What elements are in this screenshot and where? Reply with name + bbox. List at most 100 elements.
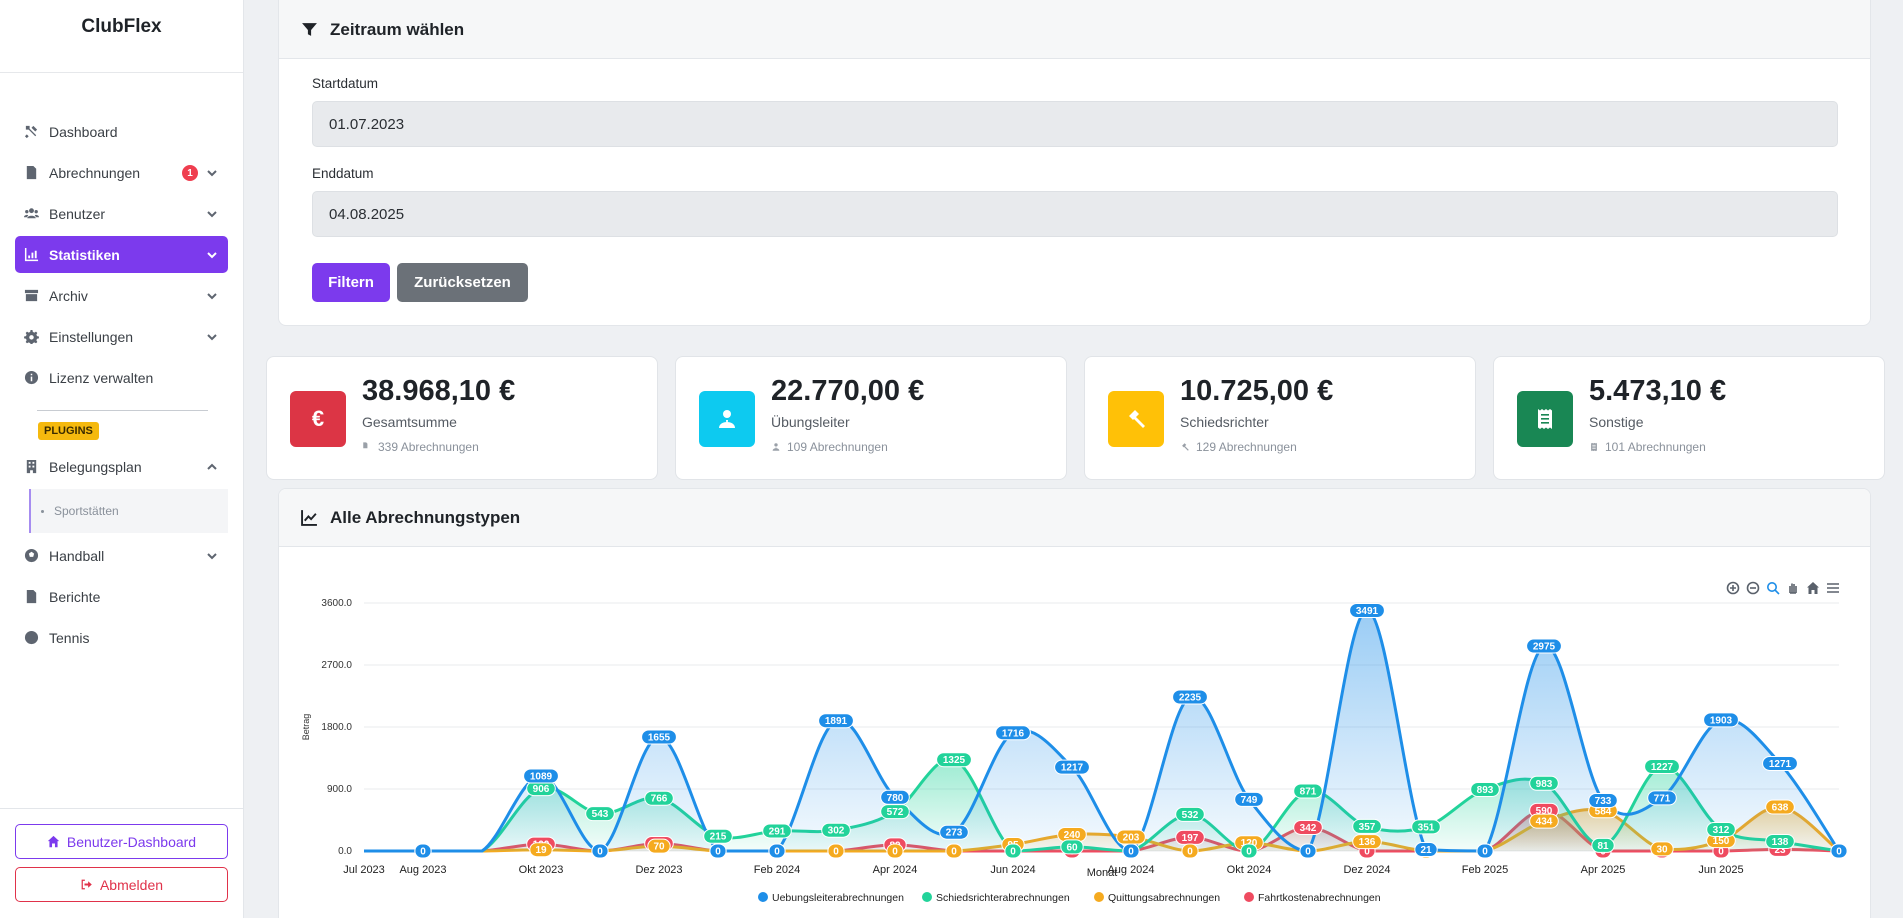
data-label-bg	[1181, 843, 1199, 859]
sidebar-item-dashboard[interactable]: Dashboard	[15, 113, 228, 150]
sidebar-item-label: Tennis	[49, 629, 90, 646]
data-label: 1716	[1002, 728, 1025, 739]
data-label: 0	[1305, 847, 1311, 858]
data-label-bg	[1588, 793, 1618, 809]
data-label: 302	[828, 826, 845, 837]
data-label: 197	[1182, 833, 1199, 844]
line-chart-icon	[301, 510, 317, 526]
sidebar-item-benutzer[interactable]: Benutzer	[15, 195, 228, 232]
data-label-bg	[1060, 839, 1084, 855]
data-label-bg	[1352, 834, 1382, 850]
data-label-bg	[1765, 799, 1795, 815]
pan-icon[interactable]	[1786, 581, 1800, 595]
sidebar-item-tennis[interactable]: Tennis	[15, 619, 228, 656]
zoom-select-icon[interactable]	[1766, 581, 1780, 595]
data-label: 351	[1418, 822, 1435, 833]
stat-card: 22.770,00 € Übungsleiter 109 Abrechnungen	[675, 356, 1067, 480]
sidebar-subitem-sportstaetten[interactable]: Sportstätten	[29, 489, 228, 533]
date-range-header: Zeitraum wählen	[279, 0, 1870, 59]
start-date-label: Startdatum	[312, 76, 379, 91]
x-tick-label: Okt 2023	[519, 864, 564, 876]
data-label-bg	[1349, 603, 1385, 619]
x-tick-label: Feb 2024	[754, 864, 800, 876]
legend-marker	[1094, 892, 1104, 902]
data-label-bg	[641, 729, 677, 745]
data-label: 60	[1066, 842, 1078, 853]
y-tick-label: 2700.0	[321, 660, 352, 671]
legend-entry: Schiedsrichterabrechnungen	[936, 892, 1070, 904]
data-label: 906	[533, 784, 550, 795]
data-label: 0	[1246, 847, 1252, 858]
filter-button[interactable]: Filtern	[312, 263, 390, 302]
start-date-input[interactable]: 01.07.2023	[312, 101, 1838, 147]
data-label-bg	[585, 806, 615, 822]
logout-button[interactable]: Abmelden	[15, 867, 228, 902]
bullet-icon	[41, 509, 44, 513]
x-tick-label: Aug 2023	[399, 864, 446, 876]
data-label-bg	[939, 824, 969, 840]
data-label-bg	[1529, 813, 1559, 829]
end-date-input[interactable]: 04.08.2025	[312, 191, 1838, 237]
sidebar-item-lizenz[interactable]: Lizenz verwalten	[15, 359, 228, 396]
data-label-bg	[529, 842, 553, 858]
y-tick-label: 3600.0	[321, 598, 352, 609]
stat-count: 109 Abrechnungen	[771, 440, 888, 454]
sidebar-item-archiv[interactable]: Archiv	[15, 277, 228, 314]
logout-label: Abmelden	[99, 876, 164, 893]
data-label-bg	[1476, 843, 1494, 859]
data-label-bg	[414, 843, 432, 859]
data-label-bg	[1352, 818, 1382, 834]
data-label: 780	[887, 793, 904, 804]
data-label-bg	[1529, 775, 1559, 791]
legend-marker	[1244, 892, 1254, 902]
sidebar-item-berichte[interactable]: Berichte	[15, 578, 228, 615]
data-label: 0	[1364, 847, 1370, 858]
stat-count: 339 Abrechnungen	[362, 440, 479, 454]
sidebar-item-label: Archiv	[49, 287, 88, 304]
data-label-bg	[1240, 843, 1258, 859]
filter-icon	[302, 23, 317, 36]
date-range-title: Zeitraum wählen	[330, 19, 465, 39]
date-range-card: Zeitraum wählen Startdatum 01.07.2023 En…	[278, 0, 1871, 326]
data-label-bg	[1591, 837, 1615, 853]
data-label: 136	[1359, 837, 1376, 848]
sidebar-item-handball[interactable]: Handball	[15, 537, 228, 574]
file-icon	[23, 589, 39, 605]
data-label: 312	[1713, 825, 1730, 836]
stat-card: 5.473,10 € Sonstige 101 Abrechnungen	[1493, 356, 1885, 480]
sidebar-item-belegungsplan[interactable]: Belegungsplan	[15, 448, 228, 485]
data-label: 590	[1536, 806, 1553, 817]
data-label-bg	[1470, 781, 1500, 797]
chevron-down-icon	[206, 331, 218, 343]
sidebar-item-einstellungen[interactable]: Einstellungen	[15, 318, 228, 355]
sidebar-item-abrechnungen[interactable]: Abrechnungen 1	[15, 154, 228, 191]
data-label: 1325	[943, 755, 966, 766]
user-dashboard-button[interactable]: Benutzer-Dashboard	[15, 824, 228, 859]
data-label: 1089	[530, 771, 553, 782]
sidebar-item-statistiken[interactable]: Statistiken	[15, 236, 228, 273]
series-area	[364, 610, 1839, 851]
sidebar-divider	[37, 410, 208, 411]
data-label: 0	[1187, 847, 1193, 858]
data-label-bg	[644, 790, 674, 806]
reset-zoom-icon[interactable]	[1806, 581, 1820, 595]
building-icon	[23, 459, 39, 475]
zoom-out-icon[interactable]	[1746, 581, 1760, 595]
data-label: 240	[1064, 830, 1081, 841]
stat-value: 10.725,00 €	[1180, 375, 1334, 407]
data-label: 0	[833, 847, 839, 858]
data-label-bg	[818, 713, 854, 729]
data-label: 2235	[1179, 693, 1202, 704]
stat-label: Sonstige	[1589, 414, 1644, 430]
data-label: 19	[535, 845, 547, 856]
data-label-bg	[1004, 843, 1022, 859]
zoom-in-icon[interactable]	[1726, 581, 1740, 595]
data-label-bg	[768, 843, 786, 859]
x-tick-label: Apr 2025	[1581, 864, 1626, 876]
reset-button[interactable]: Zurücksetzen	[397, 263, 528, 302]
stat-value: 38.968,10 €	[362, 375, 516, 407]
data-label: 203	[1123, 833, 1140, 844]
menu-icon[interactable]	[1826, 581, 1840, 595]
data-label-bg	[647, 838, 671, 854]
svg-text:€: €	[312, 407, 324, 431]
